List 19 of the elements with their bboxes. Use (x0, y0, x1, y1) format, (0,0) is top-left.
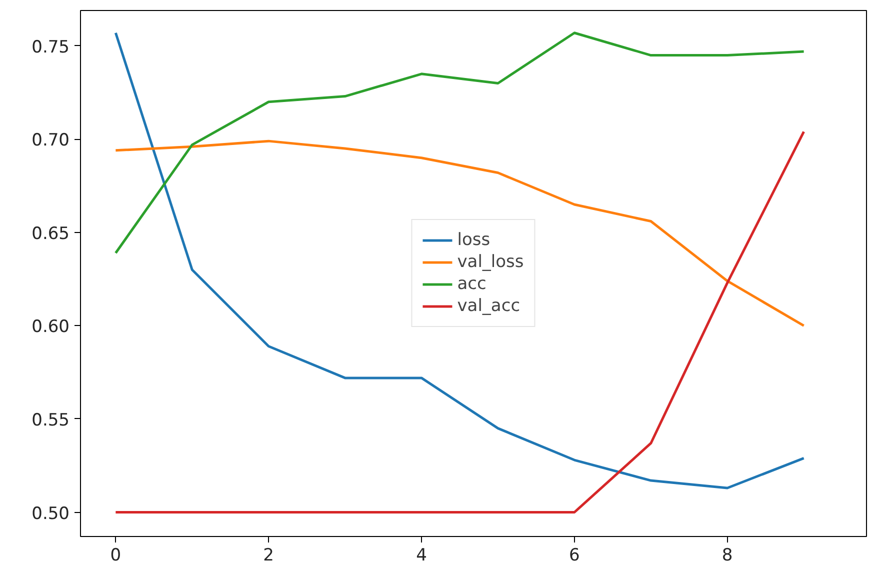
y-tick-label: 0.75 (32, 37, 70, 58)
line-series (114, 140, 806, 327)
line-series (114, 130, 806, 514)
legend-label: val_acc (457, 296, 520, 316)
legend-label: loss (457, 230, 490, 250)
legend-label: acc (457, 274, 486, 294)
y-tick-label: 0.65 (32, 224, 70, 244)
legend-label: val_loss (457, 252, 524, 272)
line-series (114, 32, 806, 490)
y-tick-label: 0.60 (32, 317, 70, 338)
x-tick-label: 2 (263, 546, 274, 566)
x-tick-label: 4 (416, 546, 427, 566)
line-series (114, 32, 806, 254)
x-tick-label: 0 (110, 546, 122, 566)
y-tick-label: 0.55 (32, 410, 70, 430)
x-tick-label: 6 (569, 546, 580, 566)
y-tick-label: 0.50 (32, 504, 70, 524)
y-tick-label: 0.70 (32, 130, 70, 151)
x-tick-label: 8 (722, 546, 733, 566)
